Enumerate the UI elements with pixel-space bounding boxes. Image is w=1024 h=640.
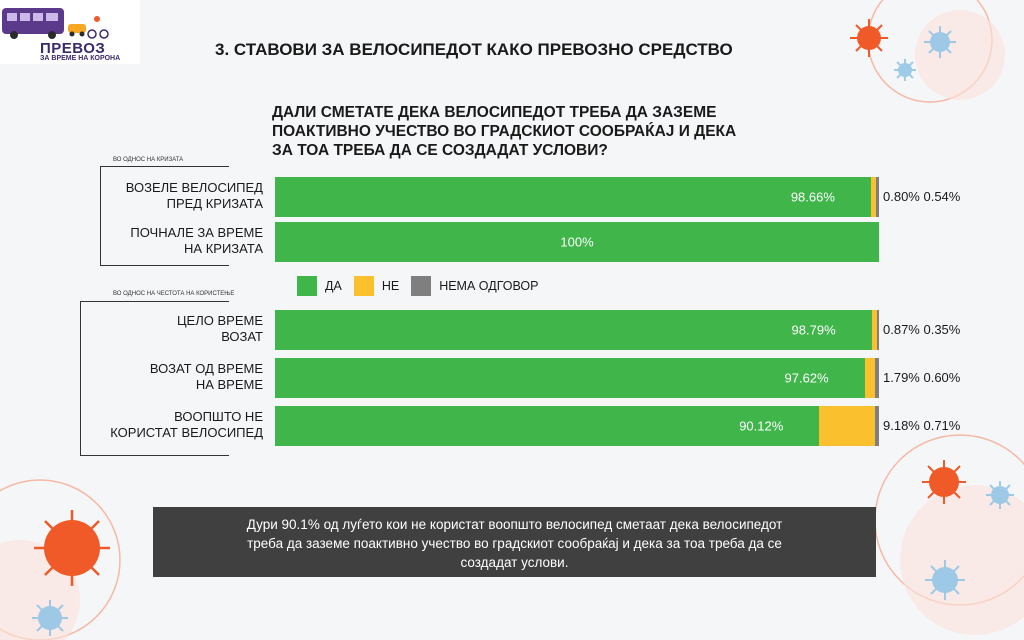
group-label-crisis: ВО ОДНОС НА КРИЗАТА <box>113 157 184 163</box>
deco-circle <box>0 540 80 640</box>
row-label: ЦЕЛО ВРЕМЕ ВОЗАТ <box>177 313 263 345</box>
legend-swatch <box>411 276 432 296</box>
bar-segment-no <box>864 358 876 398</box>
virus-icon <box>850 19 888 57</box>
deco-circle <box>874 434 1024 606</box>
legend-swatch <box>297 276 317 296</box>
virus-icon <box>986 481 1014 509</box>
legend-item-no: НЕ <box>353 276 400 296</box>
row-label-line: НА ВРЕМЕ <box>195 377 263 392</box>
bar-row: 98.66% <box>275 177 879 217</box>
virus-icon <box>32 600 68 636</box>
bar-segment-no-answer <box>874 406 879 446</box>
data-label-outside: 1.79% 0.60% <box>883 370 961 385</box>
bar-segment-yes: 90.12% <box>275 406 820 446</box>
legend-label: ДА <box>325 279 342 293</box>
row-label: ВОЗАТ ОД ВРЕМЕ НА ВРЕМЕ <box>150 361 263 393</box>
legend-label: НЕМА ОДГОВОР <box>439 279 539 293</box>
deco-circle <box>915 10 1005 100</box>
note-line: треба да заземе поактивно учество во гра… <box>247 536 782 551</box>
bar-row: 97.62% <box>275 358 879 398</box>
row-label-line: ЦЕЛО ВРЕМЕ <box>176 313 263 328</box>
row-label-line: ВОЗАТ <box>221 329 263 344</box>
note-line: Дури 90.1% од луѓето кои не користат воо… <box>246 517 783 532</box>
data-label: 98.66% <box>790 189 835 205</box>
row-label-line: КОРИСТАТ ВЕЛОСИПЕД <box>110 425 263 440</box>
bar-segment-no <box>819 406 875 446</box>
data-label: 100% <box>560 234 594 250</box>
bar-segment-yes: 98.79% <box>275 310 872 350</box>
data-label-outside: 0.87% 0.35% <box>883 322 961 337</box>
logo-title: ПРЕВОЗ <box>40 40 106 57</box>
row-label-line: ВООПШТО НЕ <box>174 409 263 424</box>
question: ДАЛИ СМЕТАТЕ ДЕКА ВЕЛОСИПЕДОТ ТРЕБА ДА З… <box>272 103 812 160</box>
group-bracket <box>100 166 229 266</box>
note-box: Дури 90.1% од луѓето кои не користат воо… <box>153 507 876 577</box>
row-label: ВООПШТО НЕ КОРИСТАТ ВЕЛОСИПЕД <box>110 409 263 441</box>
bar-row: 90.12% <box>275 406 879 446</box>
legend-item-no-answer: НЕМА ОДГОВОР <box>411 276 538 296</box>
row-label-line: ПОЧНАЛЕ ЗА ВРЕМЕ <box>130 225 263 240</box>
bar-segment-no-answer <box>875 177 879 217</box>
legend: ДА НЕ НЕМА ОДГОВОР <box>297 276 550 296</box>
legend-item-yes: ДА <box>297 276 342 296</box>
logo-subtitle: ЗА ВРЕМЕ НА КОРОНА <box>40 55 121 62</box>
data-label-outside: 9.18% 0.71% <box>883 418 961 433</box>
virus-icon <box>894 59 916 81</box>
row-label-line: ВОЗЕЛЕ ВЕЛОСИПЕД <box>125 180 263 195</box>
bus-icon <box>2 8 109 39</box>
virus-icon <box>925 560 965 600</box>
group-label-frequency: ВО ОДНОС НА ЧЕСТОТА НА КОРИСТЕЊЕ <box>113 291 235 297</box>
logo: ПРЕВОЗ ЗА ВРЕМЕ НА КОРОНА <box>0 0 140 64</box>
data-label: 98.79% <box>791 322 836 338</box>
bar-segment-no <box>870 177 876 217</box>
deco-circle <box>867 0 993 103</box>
bar-segment-yes: 98.66% <box>275 177 871 217</box>
question-line: ПОАКТИВНО УЧЕСТВО ВО ГРАДСКИОТ СООБРАЌАЈ… <box>272 123 737 140</box>
virus-icon <box>922 460 966 504</box>
virus-icon <box>924 26 956 58</box>
legend-swatch <box>353 276 374 296</box>
bar-segment-no <box>871 310 877 350</box>
virus-icon <box>34 510 110 586</box>
bar-row: 98.79% <box>275 310 879 350</box>
row-label: ВОЗЕЛЕ ВЕЛОСИПЕД ПРЕД КРИЗАТА <box>126 180 263 212</box>
bar-segment-yes: 100% <box>275 222 879 262</box>
bar-segment-no-answer <box>875 358 879 398</box>
row-label-line: ВОЗАТ ОД ВРЕМЕ <box>149 361 263 376</box>
group-bracket <box>80 301 229 456</box>
data-label: 90.12% <box>739 418 784 434</box>
deco-circle <box>900 485 1024 635</box>
bar-segment-yes: 97.62% <box>275 358 865 398</box>
note-line: создадат услови. <box>460 555 569 570</box>
row-label-line: НА КРИЗАТА <box>184 241 263 256</box>
bar-row: 100% <box>275 222 879 262</box>
question-line: ДАЛИ СМЕТАТЕ ДЕКА ВЕЛОСИПЕДОТ ТРЕБА ДА З… <box>272 104 717 121</box>
page-title: 3. СТАВОВИ ЗА ВЕЛОСИПЕДОТ КАКО ПРЕВОЗНО … <box>215 40 733 59</box>
deco-circle <box>0 479 121 640</box>
data-label-outside: 0.80% 0.54% <box>883 189 961 204</box>
row-label: ПОЧНАЛЕ ЗА ВРЕМЕ НА КРИЗАТА <box>130 225 263 257</box>
row-label-line: ПРЕД КРИЗАТА <box>166 196 263 211</box>
data-label: 97.62% <box>784 370 829 386</box>
legend-label: НЕ <box>381 279 400 293</box>
bar-segment-no-answer <box>876 310 879 350</box>
question-line: ЗА ТОА ТРЕБА ДА СЕ СОЗДАДАТ УСЛОВИ? <box>272 142 608 159</box>
